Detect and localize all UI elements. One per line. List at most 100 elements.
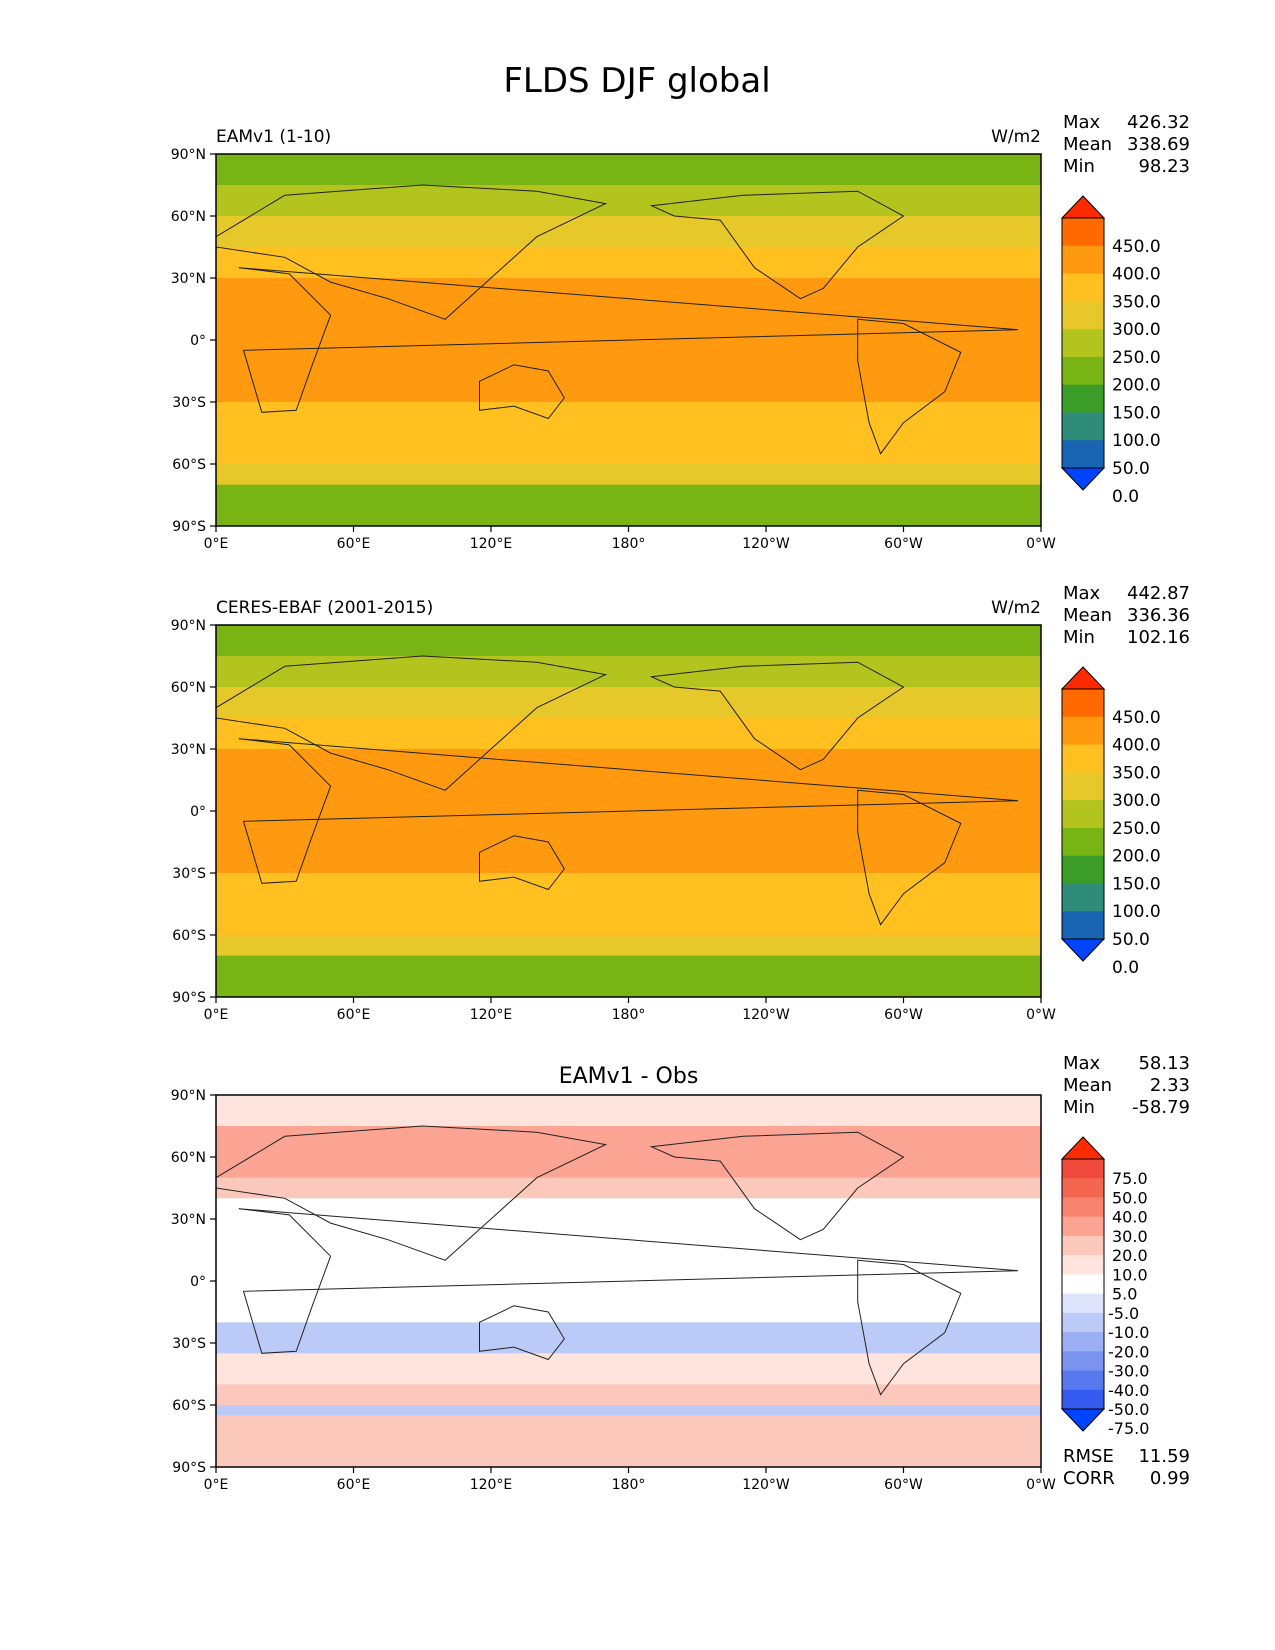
colorbar-tick-label: -75.0: [1108, 1419, 1149, 1438]
field-band: [216, 656, 1041, 688]
x-tick-label: 60°E: [337, 1477, 371, 1493]
field-band: [216, 1405, 1041, 1416]
colorbar-tick-label: 40.0: [1112, 1208, 1148, 1227]
colorbar-tick-label: 200.0: [1112, 376, 1161, 396]
y-tick-label: 0°: [190, 1274, 206, 1290]
colorbar-segment: [1062, 772, 1104, 801]
field-band: [216, 1177, 1041, 1199]
field-band: [216, 247, 1041, 279]
colorbar-segment: [1062, 800, 1104, 829]
colorbar-extend-top: [1060, 1136, 1106, 1160]
colorbar-tick-label: 30.0: [1112, 1227, 1148, 1246]
field-band: [216, 1353, 1041, 1385]
colorbar-tick-label: 20.0: [1112, 1246, 1148, 1265]
colorbar-segment: [1062, 273, 1104, 302]
stat-label: Mean: [1063, 605, 1112, 626]
colorbar-segment: [1062, 1197, 1104, 1218]
coastline: [857, 318, 962, 455]
coastline: [238, 267, 1019, 413]
colorbar-tick-label: 150.0: [1112, 874, 1161, 894]
x-tick-label: 180°: [612, 1007, 646, 1023]
panel-units: W/m2: [991, 598, 1041, 618]
field-band: [216, 625, 1041, 657]
x-tick-label: 180°: [612, 1477, 646, 1493]
colorbar-tick-label: -10.0: [1108, 1323, 1149, 1342]
colorbar-segment: [1062, 1293, 1104, 1314]
field-band: [216, 842, 1041, 874]
colorbar-tick-label: 10.0: [1112, 1265, 1148, 1284]
colorbar-segment: [1062, 1255, 1104, 1275]
field-band: [216, 749, 1041, 781]
colorbar-frame: [1061, 217, 1105, 469]
field-band: [216, 1322, 1041, 1354]
colorbar-segment: [1062, 384, 1104, 413]
x-tick-label: 120°W: [742, 1477, 790, 1493]
y-tick-label: 60°S: [172, 1398, 206, 1414]
y-tick-label: 30°N: [171, 271, 206, 287]
x-tick-label: 120°W: [742, 536, 790, 552]
colorbar-tick-label: 50.0: [1112, 1188, 1148, 1207]
field-band: [216, 1415, 1041, 1447]
y-tick-label: 0°: [190, 333, 206, 349]
field-band: [216, 935, 1041, 957]
x-tick-label: 120°W: [742, 1007, 790, 1023]
y-tick-label: 30°S: [172, 1336, 206, 1352]
colorbar-segment: [1062, 1370, 1104, 1391]
y-tick-label: 60°N: [171, 1150, 206, 1166]
panel-title: EAMv1 - Obs: [559, 1064, 699, 1089]
coastline: [857, 1259, 962, 1396]
field-band: [216, 216, 1041, 248]
x-tick-label: 0°W: [1026, 1477, 1056, 1493]
stat-label: Max: [1063, 112, 1101, 133]
stat-value: 426.32: [1127, 112, 1190, 133]
panel-2: 90°N 60°N 30°N 0° 30°S 60°S 90°S0°E 60°E 120°E 18…: [171, 583, 1190, 1023]
stat-value: 442.87: [1127, 583, 1190, 604]
y-tick-label: 30°S: [172, 395, 206, 411]
x-tick-label: 0°E: [204, 536, 229, 552]
colorbar-segment: [1062, 1216, 1104, 1237]
colorbar-tick-label: 100.0: [1112, 902, 1161, 922]
colorbar-tick-label: 50.0: [1112, 459, 1150, 479]
panel-units: W/m2: [991, 127, 1041, 147]
y-tick-label: 30°S: [172, 866, 206, 882]
field-band: [216, 154, 1041, 186]
field-band: [216, 1126, 1041, 1179]
colorbar-tick-label: 200.0: [1112, 847, 1161, 867]
stat-value: 98.23: [1138, 156, 1190, 177]
coastline: [649, 1131, 905, 1241]
colorbar-tick-label: -5.0: [1108, 1304, 1139, 1323]
y-tick-label: 90°N: [171, 1088, 206, 1104]
colorbar-extend-bottom: [1060, 1408, 1106, 1432]
colorbar-extend-top: [1060, 195, 1106, 219]
stat-value: 58.13: [1138, 1053, 1190, 1074]
x-tick-label: 0°W: [1026, 536, 1056, 552]
colorbar-segment: [1062, 744, 1104, 773]
colorbar-segment: [1062, 356, 1104, 386]
colorbar-segment: [1062, 301, 1104, 330]
colorbar-segment: [1062, 716, 1104, 745]
y-tick-label: 90°S: [172, 1460, 206, 1476]
colorbar-tick-label: 75.0: [1112, 1169, 1148, 1188]
y-tick-label: 30°N: [171, 1212, 206, 1228]
colorbar-tick-label: -30.0: [1108, 1362, 1149, 1381]
x-tick-label: 0°E: [204, 1007, 229, 1023]
coastline: [479, 835, 565, 891]
field-band: [216, 484, 1041, 527]
colorbar-segment: [1062, 911, 1104, 940]
colorbar-segment: [1062, 689, 1104, 718]
colorbar-segment: [1062, 329, 1104, 358]
colorbar-segment: [1062, 1274, 1104, 1295]
panel-3: 90°N 60°N 30°N 0° 30°S 60°S 90°S0°E 60°E 120°E 18…: [171, 1053, 1190, 1493]
coastline: [649, 661, 905, 771]
stat-value: 336.36: [1127, 605, 1190, 626]
colorbar-tick-label: -50.0: [1108, 1400, 1149, 1419]
colorbar-tick-label: 450.0: [1112, 708, 1161, 728]
x-tick-label: 120°E: [470, 1477, 513, 1493]
coastline: [649, 190, 905, 300]
panel-left-label: EAMv1 (1-10): [216, 127, 331, 147]
colorbar-segment: [1062, 440, 1104, 469]
field-band: [216, 278, 1041, 310]
colorbar-tick-label: 150.0: [1112, 403, 1161, 423]
x-tick-label: 0°E: [204, 1477, 229, 1493]
colorbar-tick-label: 100.0: [1112, 431, 1161, 451]
